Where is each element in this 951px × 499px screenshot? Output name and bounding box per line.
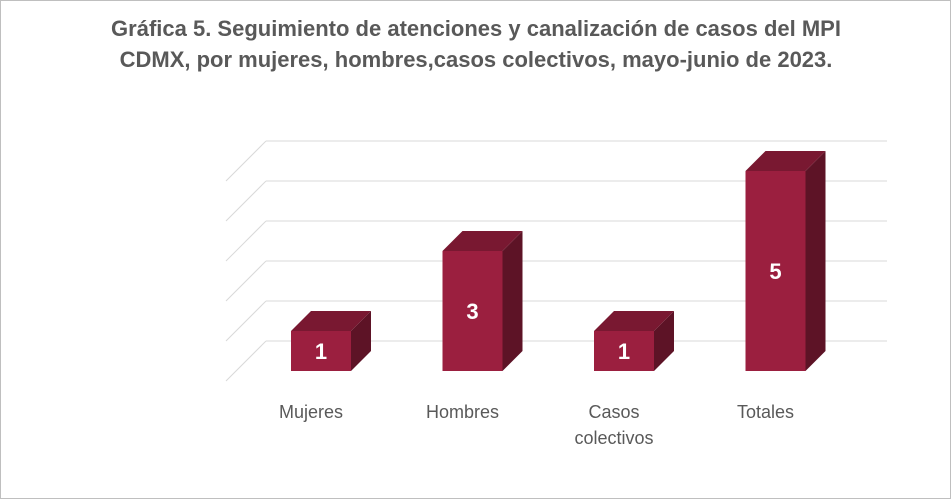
bar-front (442, 251, 503, 371)
grid-line (225, 300, 267, 342)
bar (442, 231, 523, 371)
grid-line (225, 140, 267, 182)
data-label: 1 (315, 339, 327, 364)
bar-front (594, 331, 654, 371)
x-tick-label: Hombres (425, 402, 500, 422)
data-label: 1 (618, 339, 630, 364)
bar (745, 151, 826, 371)
bar-top (291, 311, 371, 331)
bar-top (745, 151, 826, 171)
bar-side (502, 231, 523, 371)
chart-title: Gráfica 5. Seguimiento de atenciones y c… (111, 16, 841, 72)
grid-line (225, 180, 267, 222)
bar-side (805, 151, 826, 371)
bar-top (442, 231, 523, 251)
bar-front (291, 331, 351, 371)
bar-front (745, 171, 806, 371)
bar (291, 311, 371, 371)
grid-line (225, 340, 267, 382)
x-tick-label: Mujeres (278, 402, 344, 422)
grid-line (225, 260, 267, 302)
data-label: 3 (466, 299, 478, 324)
bar (594, 311, 674, 371)
bar-top (594, 311, 674, 331)
x-tick-label: Casos colectivos (574, 402, 654, 448)
grid-line (225, 220, 267, 262)
x-tick-label: Totales (736, 402, 795, 422)
data-label: 5 (769, 259, 781, 284)
